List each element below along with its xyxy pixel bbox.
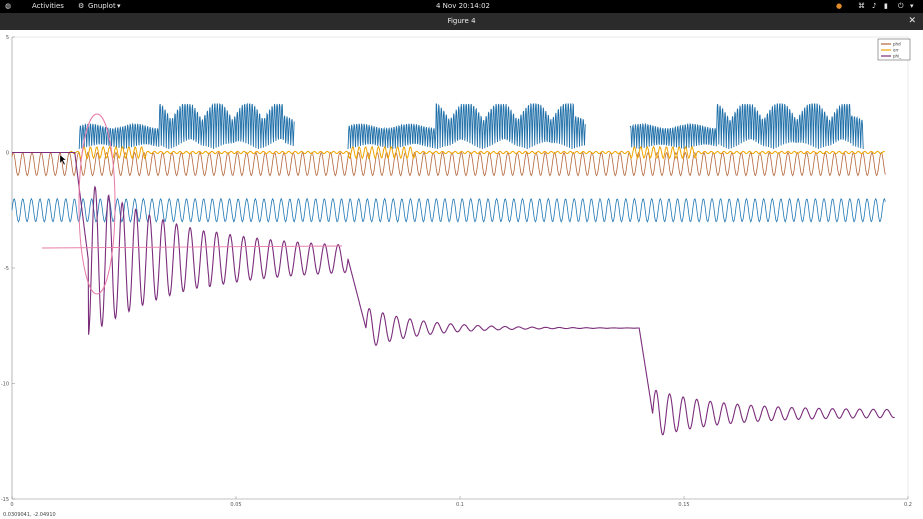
x-tick-label: 0.1 — [456, 502, 464, 508]
legend-label: phi_ — [893, 54, 902, 59]
network-icon[interactable]: ⌘ — [858, 2, 865, 10]
y-tick-label: -5 — [4, 266, 9, 272]
volume-icon[interactable]: ♪ — [872, 2, 877, 10]
series-err — [69, 145, 885, 160]
burst-line — [78, 102, 295, 150]
window-title: Figure 4 — [447, 17, 476, 25]
chevron-down-icon[interactable]: ▾ — [117, 2, 121, 10]
coordinate-readout: 0.0309041, -2.04910 — [3, 512, 56, 518]
power-icon[interactable]: ⏻ — [898, 2, 904, 10]
clock[interactable]: 4 Nov 20:14:02 — [436, 2, 491, 10]
err-line — [69, 145, 885, 160]
activities-button[interactable]: Activities — [32, 2, 64, 10]
window-title-bar: Figure 4 ✕ — [0, 13, 923, 30]
y-tick-label: 5 — [6, 35, 9, 41]
phi-line — [12, 151, 895, 436]
mouse-cursor-icon — [59, 154, 67, 166]
battery-icon[interactable]: ▮ — [884, 2, 888, 10]
axes: 50-5-10-150 0.05 0.1 0.15 0.2 — [1, 35, 912, 508]
app-menu-icon: ⚙ — [78, 2, 85, 10]
y-tick-label: -10 — [1, 382, 9, 388]
y-tick-label: -15 — [1, 497, 9, 503]
chevron-down-icon[interactable]: ▾ — [910, 2, 914, 10]
x-tick-label: 0 — [10, 502, 13, 508]
series-phi — [12, 151, 895, 436]
burst-line — [629, 102, 864, 150]
pink-annotation — [41, 113, 343, 295]
series-blue-bursts — [78, 102, 864, 150]
annotation-line — [41, 245, 343, 249]
x-tick-label: 0.2 — [904, 502, 912, 508]
x-tick-label: 0.05 — [230, 502, 241, 508]
series-blue-band — [11, 197, 886, 223]
legend-label: phd — [893, 42, 901, 47]
blue-band-line — [11, 197, 886, 223]
burst-line — [347, 102, 586, 150]
system-menu-icon[interactable]: ◍ — [5, 2, 12, 10]
x-tick-label: 0.15 — [678, 502, 689, 508]
system-top-bar: ◍ Activities ⚙ Gnuplot ▾ 4 Nov 20:14:02 … — [0, 0, 923, 13]
app-menu-button[interactable]: Gnuplot — [88, 2, 116, 10]
close-icon[interactable]: ✕ — [908, 16, 916, 26]
y-tick-label: 0 — [6, 151, 9, 157]
cursor-shape — [59, 154, 67, 166]
notification-icon[interactable]: ● — [836, 2, 843, 10]
annotation-ellipse — [78, 113, 116, 295]
legend-label: err — [893, 48, 899, 53]
series-phd — [11, 151, 886, 177]
phd-line — [11, 151, 886, 177]
